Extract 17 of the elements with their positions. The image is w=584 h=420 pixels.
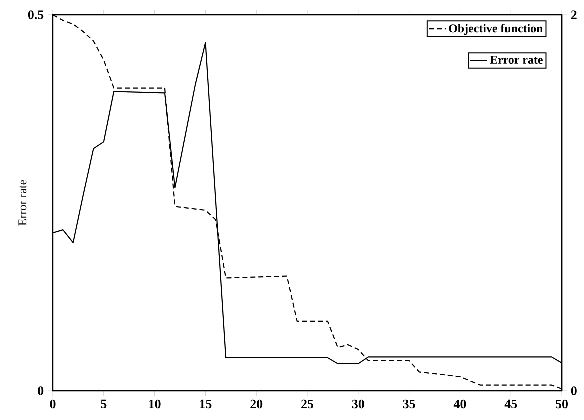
x-tick-label: 30 — [352, 400, 364, 409]
y2-tick-label: 0 — [571, 386, 577, 396]
legend-label: Error rate — [490, 56, 543, 64]
x-tick-label: 50 — [556, 400, 568, 409]
y-tick-label: 0.5 — [28, 10, 44, 20]
x-tick-label: 40 — [454, 400, 466, 409]
x-tick-label: 15 — [200, 400, 212, 409]
x-tick-label: 45 — [504, 400, 518, 409]
y2-tick-label: 2 — [571, 10, 577, 20]
y-axis-title: Error rate — [18, 180, 27, 226]
x-tick-label: 20 — [250, 400, 263, 409]
x-tick-label: 0 — [50, 400, 56, 409]
x-tick-label: 5 — [101, 400, 107, 409]
x-tick-label: 35 — [403, 400, 416, 409]
x-tick-label: 25 — [302, 400, 314, 409]
legend-label: Objective function — [449, 24, 544, 36]
x-tick-label: 10 — [149, 400, 161, 409]
